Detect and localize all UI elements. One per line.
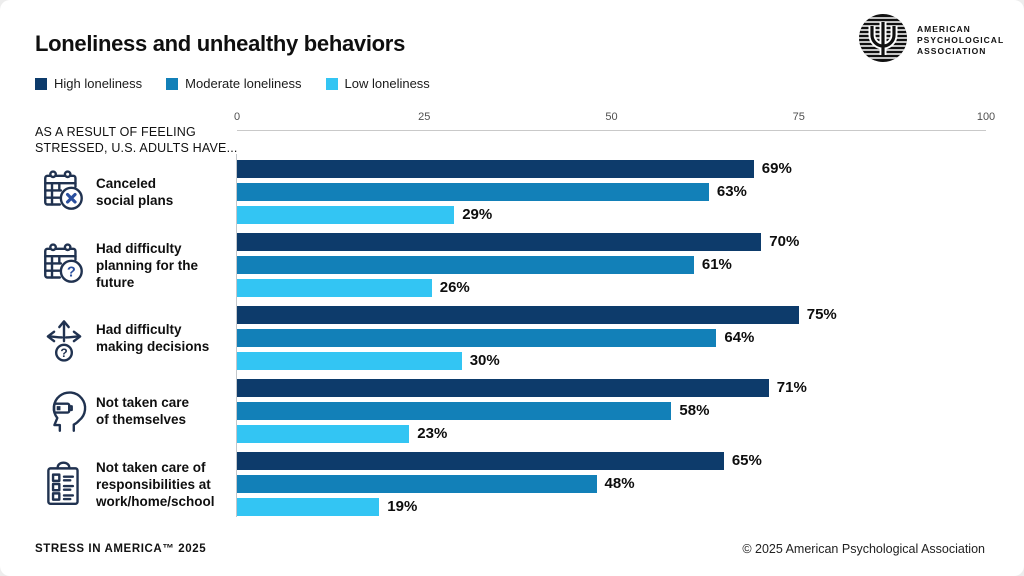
- head-battery-icon: [39, 386, 89, 436]
- bar-value-label: 29%: [462, 206, 493, 223]
- bar-value-label: 63%: [716, 183, 747, 200]
- bar-low-loneliness: [237, 206, 455, 224]
- bar-value-label: 19%: [387, 498, 418, 515]
- y-axis-baseline: [236, 154, 237, 517]
- category-label: Had difficulty planning for the future: [96, 240, 198, 290]
- apa-logo-line: ASSOCIATION: [917, 46, 987, 56]
- category-label: Had difficulty making decisions: [96, 322, 210, 354]
- axis-intro-text: AS A RESULT OF FEELING STRESSED, U.S. AD…: [35, 125, 238, 155]
- page-title: Loneliness and unhealthy behaviors: [35, 31, 405, 56]
- apa-logo-line: PSYCHOLOGICAL: [917, 35, 1005, 45]
- x-axis-line: [237, 130, 986, 131]
- bar-value-label: 75%: [806, 306, 837, 323]
- bar-moderate-loneliness: [237, 256, 694, 274]
- bar-high-loneliness: [237, 306, 799, 324]
- bar-value-label: 65%: [731, 452, 762, 469]
- x-axis-tick: 50: [605, 111, 618, 123]
- bar-high-loneliness: [237, 452, 724, 470]
- category-label: Not taken care of themselves: [96, 395, 190, 427]
- category-label: Not taken care of responsibilities at wo…: [96, 459, 215, 509]
- apa-logo-icon: [858, 13, 908, 68]
- x-axis-tick: 75: [792, 111, 805, 123]
- legend-swatch: [35, 77, 47, 90]
- bar-value-label: 61%: [701, 256, 732, 273]
- apa-logo: AMERICAN PSYCHOLOGICAL ASSOCIATION: [858, 13, 1004, 68]
- bar-low-loneliness: [237, 425, 410, 443]
- bar-low-loneliness: [237, 352, 462, 370]
- calendar-question-icon: ?: [39, 240, 89, 290]
- bar-value-label: 69%: [761, 160, 792, 177]
- legend-label: Low loneliness: [344, 76, 430, 91]
- bar-value-label: 71%: [776, 379, 807, 396]
- bar-value-label: 26%: [439, 279, 470, 296]
- x-axis-tick: 25: [418, 111, 431, 123]
- legend-swatch: [166, 77, 179, 90]
- x-axis-tick: 0: [233, 111, 241, 123]
- bar-value-label: 70%: [769, 233, 800, 250]
- bar-value-label: 30%: [469, 352, 500, 369]
- bar-high-loneliness: [237, 233, 762, 251]
- bar-moderate-loneliness: [237, 183, 709, 201]
- svg-text:?: ?: [67, 264, 76, 280]
- bar-value-label: 23%: [417, 425, 448, 442]
- legend-item: Moderate loneliness: [166, 76, 302, 91]
- bar-moderate-loneliness: [237, 475, 597, 493]
- decision-arrows-icon: ?: [39, 313, 89, 363]
- svg-text:?: ?: [60, 346, 67, 360]
- apa-logo-line: AMERICAN: [917, 24, 971, 34]
- bar-value-label: 48%: [604, 475, 635, 492]
- legend-swatch: [325, 77, 338, 90]
- bar-low-loneliness: [237, 498, 380, 516]
- footer-source: STRESS IN AMERICA™ 2025: [35, 543, 207, 555]
- bar-value-label: 58%: [679, 402, 710, 419]
- category-label: Canceled social plans: [96, 176, 174, 208]
- bar-value-label: 64%: [724, 329, 755, 346]
- legend-label: Moderate loneliness: [185, 76, 302, 91]
- calendar-x-icon: [39, 167, 89, 217]
- clipboard-checklist-icon: [39, 459, 89, 509]
- bar-moderate-loneliness: [237, 329, 717, 347]
- bar-moderate-loneliness: [237, 402, 672, 420]
- legend-item: High loneliness: [35, 76, 142, 91]
- bar-high-loneliness: [237, 160, 754, 178]
- legend-item: Low loneliness: [325, 76, 430, 91]
- x-axis-tick: 100: [976, 111, 996, 123]
- bar-low-loneliness: [237, 279, 432, 297]
- bar-high-loneliness: [237, 379, 769, 397]
- legend-label: High loneliness: [54, 76, 143, 91]
- footer-copyright: © 2025 American Psychological Associatio…: [742, 542, 985, 556]
- apa-logo-text: AMERICAN PSYCHOLOGICAL ASSOCIATION: [917, 24, 1004, 57]
- chart-legend: High loneliness Moderate loneliness Low lo…: [35, 76, 430, 91]
